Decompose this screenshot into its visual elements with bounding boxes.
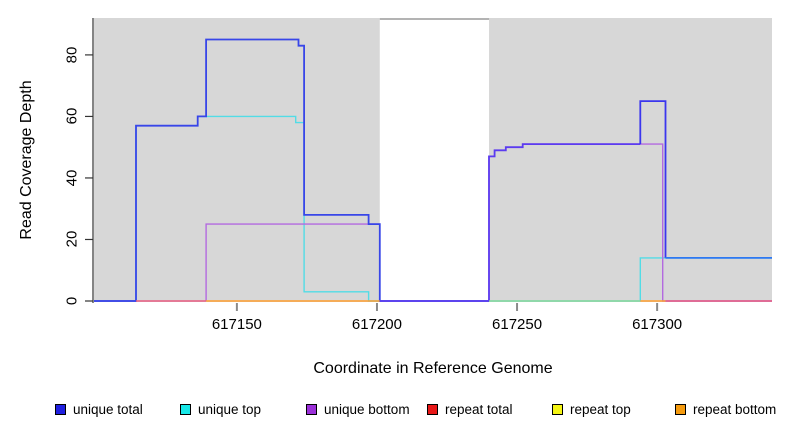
legend-item-unique-top: unique top (180, 402, 261, 417)
y-tick-label: 0 (63, 296, 81, 306)
series-line-unique-total (94, 38, 489, 302)
legend-item-repeat-bottom: repeat bottom (675, 402, 776, 417)
legend-swatch-unique-top-icon (180, 404, 191, 415)
series-line-unique-total (639, 100, 667, 258)
legend-swatch-repeat-total-icon (427, 404, 438, 415)
x-axis-title: Coordinate in Reference Genome (313, 360, 553, 377)
legend-label-unique-bottom: unique bottom (324, 402, 410, 417)
x-tick-label: 617200 (351, 316, 402, 333)
series-line-unique-total (488, 143, 641, 301)
y-axis-title: Read Coverage Depth (18, 80, 35, 240)
legend-label-repeat-total: repeat total (445, 402, 513, 417)
legend-label-repeat-top: repeat top (570, 402, 631, 417)
y-tick-label: 80 (63, 46, 81, 64)
x-tick-label: 617300 (632, 316, 683, 333)
legend-swatch-unique-bottom-icon (306, 404, 317, 415)
y-tick-label: 60 (63, 108, 81, 125)
legend-label-unique-total: unique total (73, 402, 143, 417)
legend-swatch-repeat-top-icon (552, 404, 563, 415)
y-tick-label: 40 (63, 169, 81, 187)
x-tick-label: 617150 (211, 316, 262, 333)
y-tick-label: 20 (63, 231, 81, 248)
legend-item-repeat-top: repeat top (552, 402, 631, 417)
legend-item-unique-bottom: unique bottom (306, 402, 410, 417)
x-tick-label: 617250 (492, 316, 543, 333)
legend-label-unique-top: unique top (198, 402, 262, 417)
legend-swatch-unique-total-icon (55, 404, 66, 415)
legend-item-unique-total: unique total (55, 402, 143, 417)
uncovered-region (379, 18, 490, 302)
legend-swatch-repeat-bottom-icon (675, 404, 686, 415)
legend-item-repeat-total: repeat total (427, 402, 513, 417)
legend-label-repeat-bottom: repeat bottom (693, 402, 777, 417)
